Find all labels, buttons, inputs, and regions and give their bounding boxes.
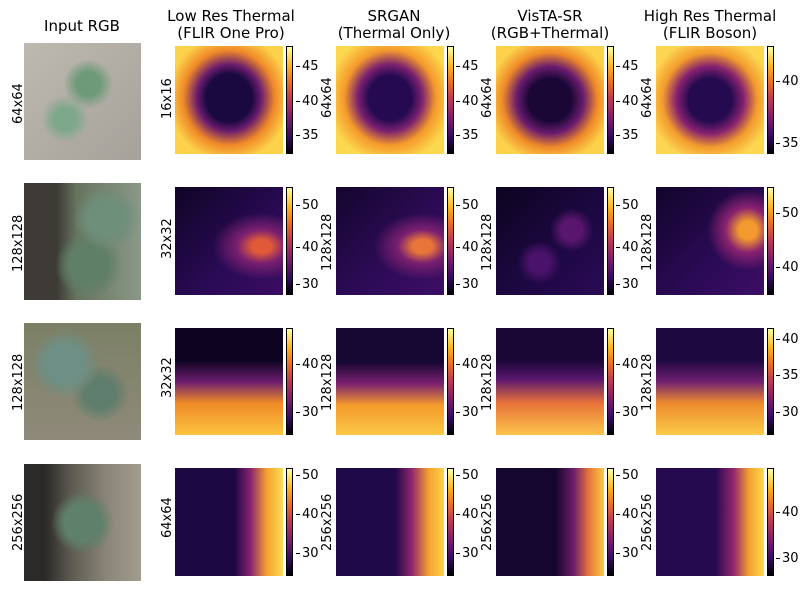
tick-lowres-3: 30 bbox=[296, 546, 319, 561]
thermal-vista-1 bbox=[496, 187, 604, 295]
colorbar-lowres-3 bbox=[286, 468, 293, 576]
tick-srgan-2: 40 bbox=[456, 357, 479, 372]
tick-vista-1: 30 bbox=[616, 277, 639, 292]
row-label-srgan-3: 256x256 bbox=[320, 493, 335, 551]
row-label-srgan-1: 128x128 bbox=[320, 213, 335, 271]
tick-highres-0: 35 bbox=[776, 136, 799, 151]
tick-vista-2: 40 bbox=[616, 357, 639, 372]
tick-highres-0: 40 bbox=[776, 74, 799, 89]
thermal-highres-3 bbox=[656, 468, 764, 576]
tick-lowres-3: 40 bbox=[296, 507, 319, 522]
row-label-srgan-0: 64x64 bbox=[320, 77, 335, 118]
colorbar-lowres-1 bbox=[286, 187, 293, 295]
tick-vista-1: 50 bbox=[616, 198, 639, 213]
colorbar-vista-0 bbox=[607, 46, 614, 154]
tick-vista-3: 30 bbox=[616, 546, 639, 561]
colorbar-srgan-1 bbox=[447, 187, 454, 295]
colorbar-highres-2 bbox=[767, 328, 774, 435]
tick-lowres-1: 50 bbox=[296, 198, 319, 213]
tick-srgan-1: 50 bbox=[456, 198, 479, 213]
row-label-vista-0: 64x64 bbox=[480, 77, 495, 118]
tick-srgan-3: 40 bbox=[456, 507, 479, 522]
tick-vista-1: 40 bbox=[616, 240, 639, 255]
colorbar-vista-2 bbox=[607, 328, 614, 435]
colorbar-lowres-2 bbox=[286, 328, 293, 435]
tick-lowres-0: 40 bbox=[296, 94, 319, 109]
colorbar-srgan-3 bbox=[447, 468, 454, 576]
colorbar-lowres-0 bbox=[286, 46, 293, 154]
row-label-highres-1: 128x128 bbox=[640, 213, 655, 271]
row-label-highres-2: 128x128 bbox=[640, 353, 655, 411]
row-label-lowres-3: 64x64 bbox=[160, 497, 175, 538]
thermal-highres-0 bbox=[656, 46, 764, 154]
tick-highres-2: 35 bbox=[776, 368, 799, 383]
rgb-image-1 bbox=[24, 183, 141, 300]
column-title-input-rgb: Input RGB bbox=[44, 17, 120, 35]
column-title-high-res-thermal: High Res Thermal (FLIR Boson) bbox=[643, 7, 777, 42]
tick-highres-1: 40 bbox=[776, 260, 799, 275]
thermal-highres-2 bbox=[656, 328, 764, 435]
row-label-vista-3: 256x256 bbox=[480, 493, 495, 551]
tick-srgan-3: 30 bbox=[456, 546, 479, 561]
row-label-lowres-2: 32x32 bbox=[160, 357, 175, 398]
colorbar-srgan-2 bbox=[447, 328, 454, 435]
tick-lowres-1: 30 bbox=[296, 277, 319, 292]
tick-vista-0: 45 bbox=[616, 59, 639, 74]
row-label-vista-1: 128x128 bbox=[480, 213, 495, 271]
tick-lowres-1: 40 bbox=[296, 240, 319, 255]
tick-srgan-0: 45 bbox=[456, 59, 479, 74]
tick-highres-2: 40 bbox=[776, 332, 799, 347]
row-label-highres-3: 256x256 bbox=[640, 493, 655, 551]
tick-srgan-3: 50 bbox=[456, 468, 479, 483]
tick-srgan-0: 35 bbox=[456, 128, 479, 143]
tick-lowres-0: 45 bbox=[296, 59, 319, 74]
thermal-lowres-2 bbox=[175, 328, 283, 435]
thermal-highres-1 bbox=[656, 187, 764, 295]
tick-vista-2: 30 bbox=[616, 405, 639, 420]
thermal-vista-3 bbox=[496, 468, 604, 576]
tick-vista-3: 40 bbox=[616, 507, 639, 522]
thermal-lowres-0 bbox=[175, 46, 283, 154]
tick-srgan-1: 30 bbox=[456, 277, 479, 292]
tick-vista-3: 50 bbox=[616, 468, 639, 483]
colorbar-vista-3 bbox=[607, 468, 614, 576]
colorbar-highres-1 bbox=[767, 187, 774, 295]
tick-highres-1: 50 bbox=[776, 206, 799, 221]
thermal-vista-2 bbox=[496, 328, 604, 435]
row-label-highres-0: 64x64 bbox=[640, 77, 655, 118]
tick-highres-2: 30 bbox=[776, 405, 799, 420]
column-title-srgan: SRGAN (Thermal Only) bbox=[337, 7, 451, 42]
tick-vista-0: 35 bbox=[616, 128, 639, 143]
rgb-image-0 bbox=[24, 43, 141, 160]
row-label-vista-2: 128x128 bbox=[480, 353, 495, 411]
tick-lowres-3: 50 bbox=[296, 468, 319, 483]
colorbar-highres-0 bbox=[767, 46, 774, 154]
colorbar-vista-1 bbox=[607, 187, 614, 295]
thermal-vista-0 bbox=[496, 46, 604, 154]
colorbar-highres-3 bbox=[767, 468, 774, 576]
colorbar-srgan-0 bbox=[447, 46, 454, 154]
thermal-srgan-3 bbox=[336, 468, 444, 576]
row-label-lowres-1: 32x32 bbox=[160, 218, 175, 259]
tick-srgan-2: 30 bbox=[456, 405, 479, 420]
thermal-srgan-0 bbox=[336, 46, 444, 154]
tick-srgan-1: 40 bbox=[456, 240, 479, 255]
rgb-image-3 bbox=[24, 464, 141, 581]
rgb-image-2 bbox=[24, 323, 141, 440]
tick-highres-3: 30 bbox=[776, 551, 799, 566]
column-title-low-res-thermal: Low Res Thermal (FLIR One Pro) bbox=[167, 7, 295, 42]
tick-vista-0: 40 bbox=[616, 94, 639, 109]
column-title-vista-sr: VisTA-SR (RGB+Thermal) bbox=[490, 7, 610, 42]
tick-srgan-0: 40 bbox=[456, 94, 479, 109]
tick-lowres-0: 35 bbox=[296, 128, 319, 143]
thermal-srgan-2 bbox=[336, 328, 444, 435]
tick-lowres-2: 30 bbox=[296, 405, 319, 420]
tick-highres-3: 40 bbox=[776, 505, 799, 520]
thermal-lowres-1 bbox=[175, 187, 283, 295]
thermal-srgan-1 bbox=[336, 187, 444, 295]
row-label-lowres-0: 16x16 bbox=[160, 78, 175, 119]
thermal-lowres-3 bbox=[175, 468, 283, 576]
tick-lowres-2: 40 bbox=[296, 357, 319, 372]
row-label-srgan-2: 128x128 bbox=[320, 353, 335, 411]
